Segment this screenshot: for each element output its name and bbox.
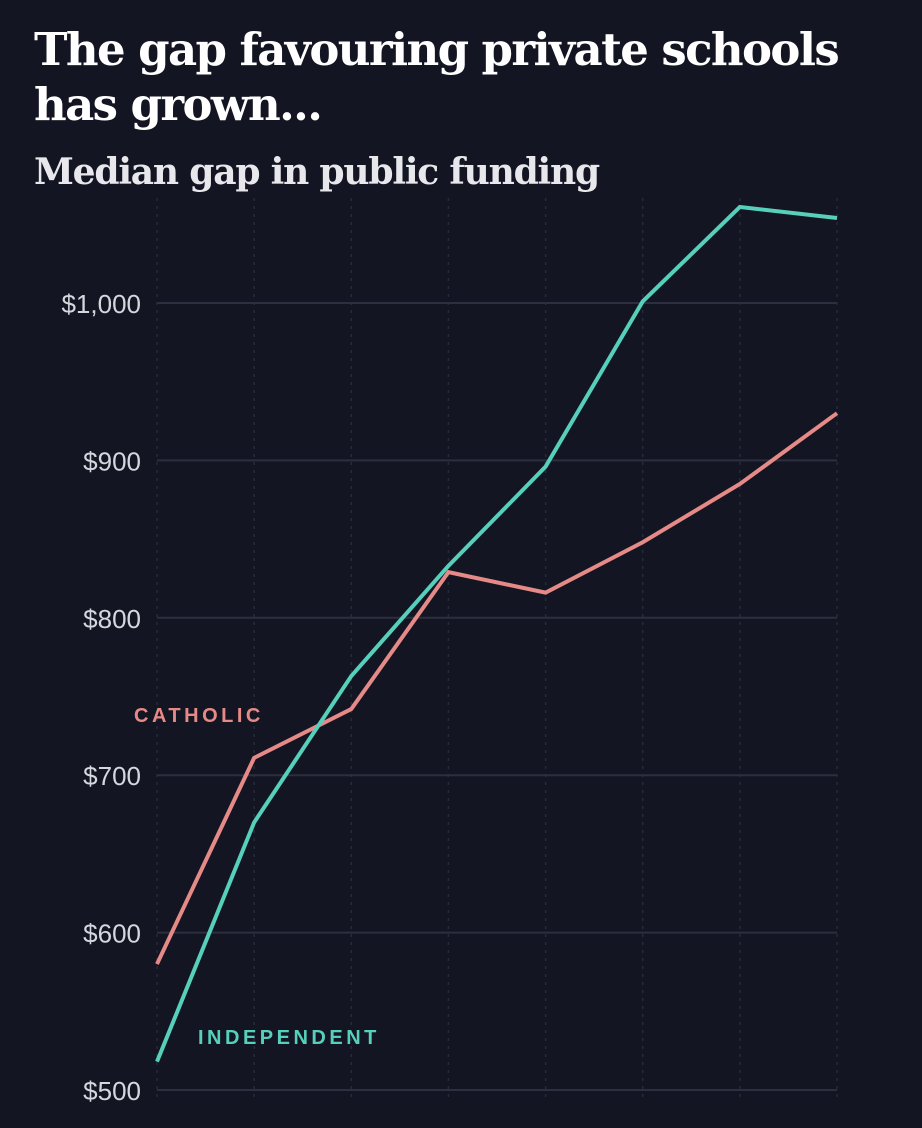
chart-title: The gap favouring private schools has gr… — [34, 23, 840, 131]
horizontal-gridlines — [157, 302, 837, 1091]
series-label-catholic: CATHOLIC — [134, 705, 264, 727]
y-tick-label-900: $900 — [83, 446, 141, 476]
series-lines — [155, 204, 839, 1063]
series-labels: CATHOLIC INDEPENDENT — [134, 705, 380, 1049]
vertical-gridlines — [156, 198, 838, 1100]
y-tick-label-500: $500 — [83, 1076, 141, 1106]
y-tick-label-600: $600 — [83, 919, 141, 949]
series-label-independent: INDEPENDENT — [198, 1027, 380, 1049]
series-line-independent — [155, 204, 838, 1063]
y-tick-label-700: $700 — [83, 761, 141, 791]
chart-subtitle: Median gap in public funding — [34, 151, 600, 193]
y-tick-label-1000: $1,000 — [61, 289, 141, 319]
series-line-catholic — [155, 411, 839, 965]
y-axis-tick-labels: $500 $600 $700 $800 $900 $1,000 — [61, 289, 141, 1106]
y-tick-label-800: $800 — [83, 604, 141, 634]
